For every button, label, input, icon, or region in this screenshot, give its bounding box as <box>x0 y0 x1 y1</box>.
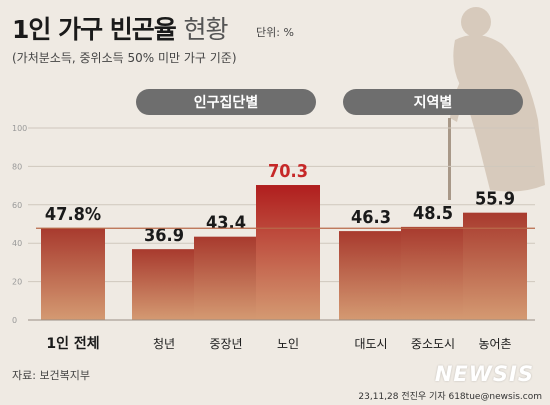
category-label: 중소도시 <box>411 337 455 351</box>
category-label: 청년 <box>153 337 175 351</box>
newsis-watermark: NEWSIS <box>434 362 534 386</box>
source-note: 자료: 보건복지부 <box>12 369 91 382</box>
category-label: 1인 전체 <box>46 335 99 352</box>
group-pill <box>343 89 523 115</box>
group-label: 인구집단별 <box>194 94 258 111</box>
bar-value-label: 36.9 <box>144 225 184 246</box>
bar-value-label: 46.3 <box>351 207 391 228</box>
subtitle: (가처분소득, 중위소득 50% 미만 가구 기준) <box>12 51 237 65</box>
y-tick-label: 100 <box>12 124 27 133</box>
category-label: 중장년 <box>209 337 242 351</box>
title-main: 1인 가구 빈곤율 <box>12 15 177 44</box>
y-tick-label: 60 <box>12 201 22 210</box>
group-label: 지역별 <box>414 94 453 111</box>
title-sub: 현황 <box>183 15 229 44</box>
y-tick-label: 80 <box>12 162 22 171</box>
category-label: 대도시 <box>354 337 387 351</box>
bar-value-label: 47.8% <box>45 204 101 225</box>
category-label: 농어촌 <box>478 337 511 351</box>
y-tick-label: 0 <box>12 316 17 325</box>
bar-value-label: 70.3 <box>268 161 308 182</box>
bar <box>463 212 527 320</box>
y-tick-label: 40 <box>12 239 22 248</box>
page-title: 1인 가구 빈곤율 현황 <box>12 10 229 46</box>
bar <box>41 228 105 320</box>
bar <box>339 231 403 320</box>
bar-value-label: 48.5 <box>413 203 453 224</box>
bar <box>256 185 320 320</box>
credit-line: 23,11,28 전진우 기자 618tue@newsis.com <box>358 392 542 402</box>
bar <box>132 249 196 320</box>
y-tick-label: 20 <box>12 278 22 287</box>
category-label: 노인 <box>277 337 299 351</box>
bar <box>194 236 258 320</box>
unit-label: 단위: % <box>256 26 294 39</box>
bar-value-label: 43.4 <box>206 213 246 234</box>
bar-value-label: 55.9 <box>475 189 515 210</box>
group-pill <box>136 89 316 115</box>
bar <box>401 226 465 320</box>
